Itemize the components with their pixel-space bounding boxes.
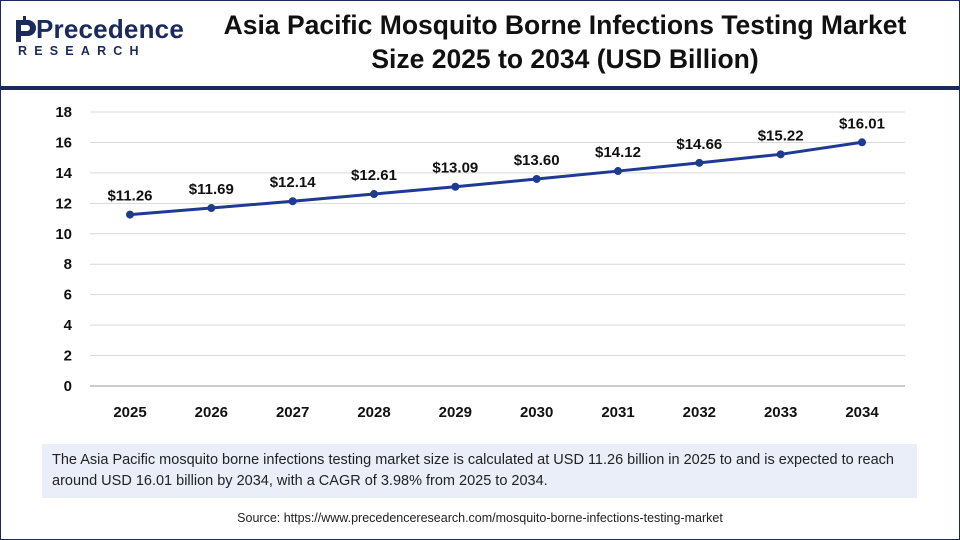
data-label: $15.22 [758,127,804,144]
source-text: Source: https://www.precedenceresearch.c… [237,511,723,525]
data-point [614,167,622,176]
data-point [126,210,134,219]
y-tick-label: 16 [55,134,72,151]
y-tick-label: 6 [64,287,72,304]
line-chart: 0 2 4 6 8 10 12 14 16 18 2025 2026 2027 2028 2029 2030 2… [55,104,905,421]
x-tick-label: 2031 [601,404,634,421]
caption-text: The Asia Pacific mosquito borne infectio… [52,452,894,489]
x-tick-label: 2027 [276,404,309,421]
title-line-2: Size 2025 to 2034 (USD Billion) [371,44,759,74]
logo-mark-icon [16,16,36,42]
data-label: $13.09 [432,160,478,177]
x-tick-label: 2029 [439,404,472,421]
data-point [776,150,785,159]
x-tick-label: 2030 [520,404,553,421]
data-label: $12.14 [270,174,317,191]
data-point [207,204,216,213]
data-label: $14.12 [595,144,641,161]
data-label: $11.26 [107,188,152,205]
data-point [532,174,541,183]
y-tick-label: 4 [64,317,73,334]
data-point [695,158,704,167]
brand-sub: RESEARCH [18,44,146,58]
data-label: $13.60 [514,152,560,169]
y-tick-label: 2 [64,348,72,365]
title-line-1: Asia Pacific Mosquito Borne Infections T… [223,10,907,40]
x-tick-label: 2026 [195,404,228,421]
caption-box: The Asia Pacific mosquito borne infectio… [42,444,917,498]
data-label: $14.66 [676,136,722,153]
header-rule [0,86,960,90]
data-point [451,182,460,191]
data-point [288,197,297,206]
y-tick-label: 10 [55,226,72,243]
data-label: $11.69 [189,181,234,198]
data-label: $12.61 [351,167,397,184]
x-tick-label: 2025 [113,404,146,421]
y-tick-label: 14 [55,165,72,182]
y-tick-label: 0 [64,378,72,395]
data-label: $16.01 [839,115,885,132]
data-point [858,138,866,147]
y-tick-label: 18 [55,104,72,121]
x-tick-label: 2033 [764,404,797,421]
x-tick-label: 2034 [845,404,879,421]
brand-logo: Precedence RESEARCH [14,14,184,64]
header: Precedence RESEARCH Asia Pacific Mosquit… [0,0,960,86]
y-tick-label: 8 [64,256,72,273]
y-tick-label: 12 [55,195,72,212]
chart-title: Asia Pacific Mosquito Borne Infections T… [180,8,950,76]
series-line [129,140,863,217]
data-point [370,190,378,199]
brand-name: Precedence [36,14,184,44]
x-tick-label: 2032 [683,404,716,421]
x-tick-label: 2028 [357,404,390,421]
